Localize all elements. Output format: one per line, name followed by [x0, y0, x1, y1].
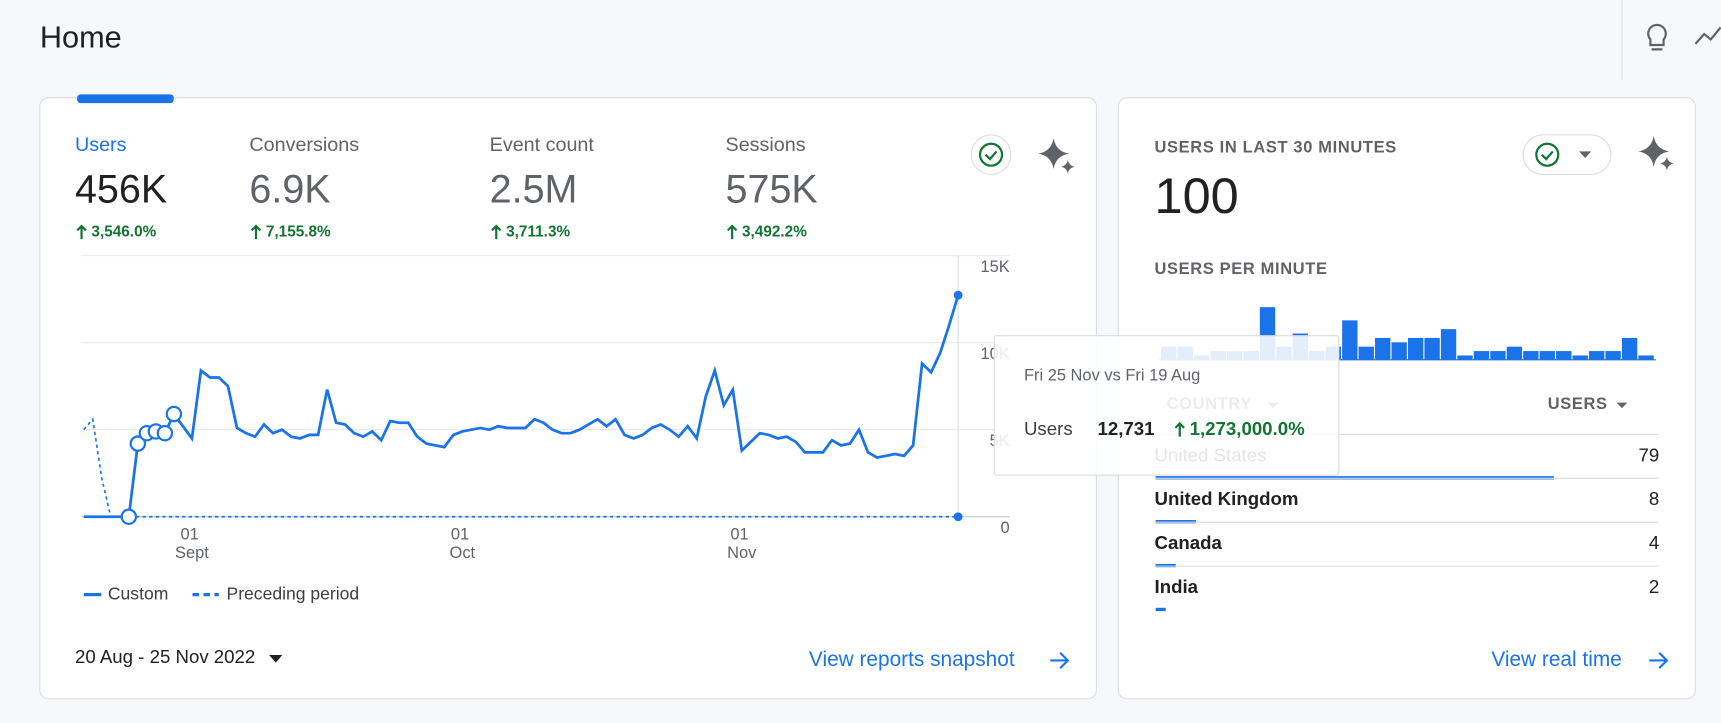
trend-icon[interactable] — [1694, 26, 1721, 45]
metric-label[interactable]: Conversions — [249, 134, 359, 156]
metric-value: 456K — [75, 167, 167, 211]
bar — [1523, 351, 1539, 360]
bar — [1342, 320, 1358, 360]
bar — [1539, 351, 1555, 360]
page-title: Home — [40, 20, 122, 55]
tooltip-date: Fri 25 Nov vs Fri 19 Aug — [1024, 367, 1200, 385]
date-range[interactable]: 20 Aug - 25 Nov 2022 — [75, 646, 255, 667]
metric-value: 6.9K — [249, 167, 330, 211]
bar — [1457, 355, 1473, 360]
dropdown-arrow[interactable] — [269, 654, 283, 663]
end-point — [953, 512, 963, 522]
legend-label: Custom — [108, 583, 168, 603]
bar — [1572, 355, 1588, 360]
country-name: India — [1155, 576, 1199, 597]
insights-icon[interactable] — [1647, 23, 1667, 51]
selected-tab-indicator — [77, 94, 174, 104]
tooltip-metric: Users — [1024, 418, 1073, 439]
metric-label[interactable]: Users — [75, 134, 127, 156]
bar — [1556, 351, 1572, 360]
country-name: United Kingdom — [1155, 488, 1299, 509]
metric-value: 2.5M — [490, 167, 578, 211]
bar — [1621, 337, 1638, 360]
bar — [1490, 351, 1506, 360]
link-arrow[interactable] — [1050, 652, 1070, 669]
country-users: 8 — [1649, 488, 1659, 509]
bar-chart-title: USERS PER MINUTE — [1155, 260, 1328, 278]
x-tick-label: 01 Nov — [727, 526, 757, 563]
metric-change: 3,546.0% — [91, 224, 156, 241]
y-tick-label: 0 — [1001, 519, 1010, 537]
x-tick-label: 01 Oct — [450, 526, 476, 563]
table-header[interactable]: USERS — [1548, 395, 1608, 413]
bar — [1424, 337, 1440, 360]
metric-label[interactable]: Sessions — [726, 134, 806, 156]
bar — [1506, 346, 1523, 360]
tooltip-change: 1,273,000.0% — [1190, 418, 1305, 439]
legend-label: Preceding period — [226, 583, 359, 603]
country-bar — [1155, 607, 1166, 612]
up-arrow — [491, 224, 502, 240]
y-tick-label: 15K — [980, 258, 1009, 276]
realtime-title: USERS IN LAST 30 MINUTES — [1155, 138, 1397, 156]
country-users: 4 — [1649, 532, 1659, 553]
bar — [1407, 337, 1424, 360]
realtime-sparkle[interactable] — [1638, 136, 1674, 171]
tooltip-value: 12,731 — [1097, 418, 1154, 439]
realtime-link[interactable]: View real time — [1491, 648, 1621, 671]
insights-sparkle[interactable] — [1038, 138, 1075, 174]
bar — [1440, 329, 1457, 360]
annotation-point[interactable] — [129, 435, 147, 452]
reports-link[interactable]: View reports snapshot — [809, 648, 1015, 671]
metric-value: 575K — [726, 167, 818, 211]
realtime-status[interactable] — [1522, 134, 1612, 175]
bar — [1391, 342, 1407, 360]
up-arrow — [76, 224, 87, 240]
bar — [1638, 355, 1654, 360]
comparison-line — [83, 417, 959, 518]
metric-label[interactable]: Event count — [490, 134, 595, 156]
link-arrow[interactable] — [1649, 652, 1669, 669]
metric-change: 3,492.2% — [742, 224, 807, 241]
realtime-value: 100 — [1155, 167, 1239, 224]
bar — [1375, 337, 1391, 360]
annotation-point[interactable] — [165, 405, 183, 423]
up-arrow — [1174, 421, 1185, 437]
tooltip-box — [993, 335, 1340, 476]
up-arrow — [726, 224, 738, 240]
bar — [1473, 351, 1490, 360]
bar — [1605, 351, 1621, 360]
annotation-point[interactable] — [156, 424, 174, 442]
country-users: 2 — [1649, 576, 1659, 597]
up-arrow — [250, 224, 262, 240]
tooltip: Fri 25 Nov vs Fri 19 Aug Users 12,731 1,273… — [993, 335, 1340, 476]
status-check[interactable] — [970, 134, 1012, 175]
end-point — [953, 290, 963, 300]
country-name: Canada — [1155, 532, 1223, 553]
bar — [1358, 346, 1374, 360]
metric-change: 7,155.8% — [266, 224, 331, 241]
line-series — [83, 294, 960, 519]
metric-change: 3,711.3% — [506, 224, 570, 241]
x-tick-label: 01 Sept — [175, 526, 209, 563]
country-users: 79 — [1638, 444, 1659, 465]
bar — [1588, 351, 1605, 360]
sort-arrow — [1616, 402, 1628, 409]
annotation-point[interactable] — [120, 508, 138, 525]
